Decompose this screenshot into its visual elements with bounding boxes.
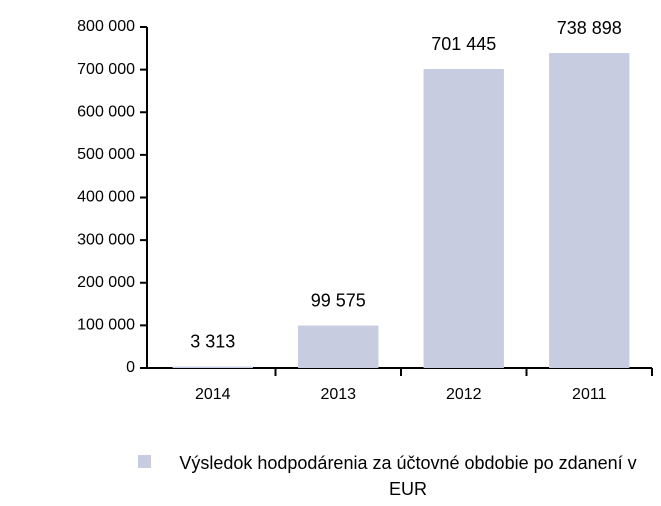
x-tick-label: 2012 <box>446 386 482 403</box>
y-tick-label: 500 000 <box>77 146 135 163</box>
y-tick-label: 200 000 <box>77 274 135 291</box>
x-tick-label: 2014 <box>195 386 231 403</box>
y-tick-label: 800 000 <box>77 18 135 35</box>
y-tick-label: 300 000 <box>77 231 135 248</box>
y-tick-label: 400 000 <box>77 189 135 206</box>
y-tick-label: 100 000 <box>77 317 135 334</box>
legend-label: Výsledok hodpodárenia za účtovné obdobie… <box>179 453 637 499</box>
x-tick-label: 2011 <box>572 386 607 403</box>
x-tick-label: 2013 <box>320 386 356 403</box>
bar <box>298 325 379 368</box>
value-label: 3 313 <box>190 331 235 351</box>
chart: 0 100 000 200 000 300 000 400 000 500 000 600 … <box>77 18 653 403</box>
value-label: 701 445 <box>431 34 496 54</box>
value-label: 99 575 <box>311 290 366 310</box>
y-tick-label: 600 000 <box>77 103 135 120</box>
y-tick-label: 0 <box>126 359 135 376</box>
legend-swatch <box>138 455 151 468</box>
value-label: 738 898 <box>557 18 622 38</box>
bar <box>549 53 630 368</box>
bar <box>423 69 504 369</box>
y-tick-label: 700 000 <box>77 61 135 78</box>
bar <box>172 366 253 368</box>
